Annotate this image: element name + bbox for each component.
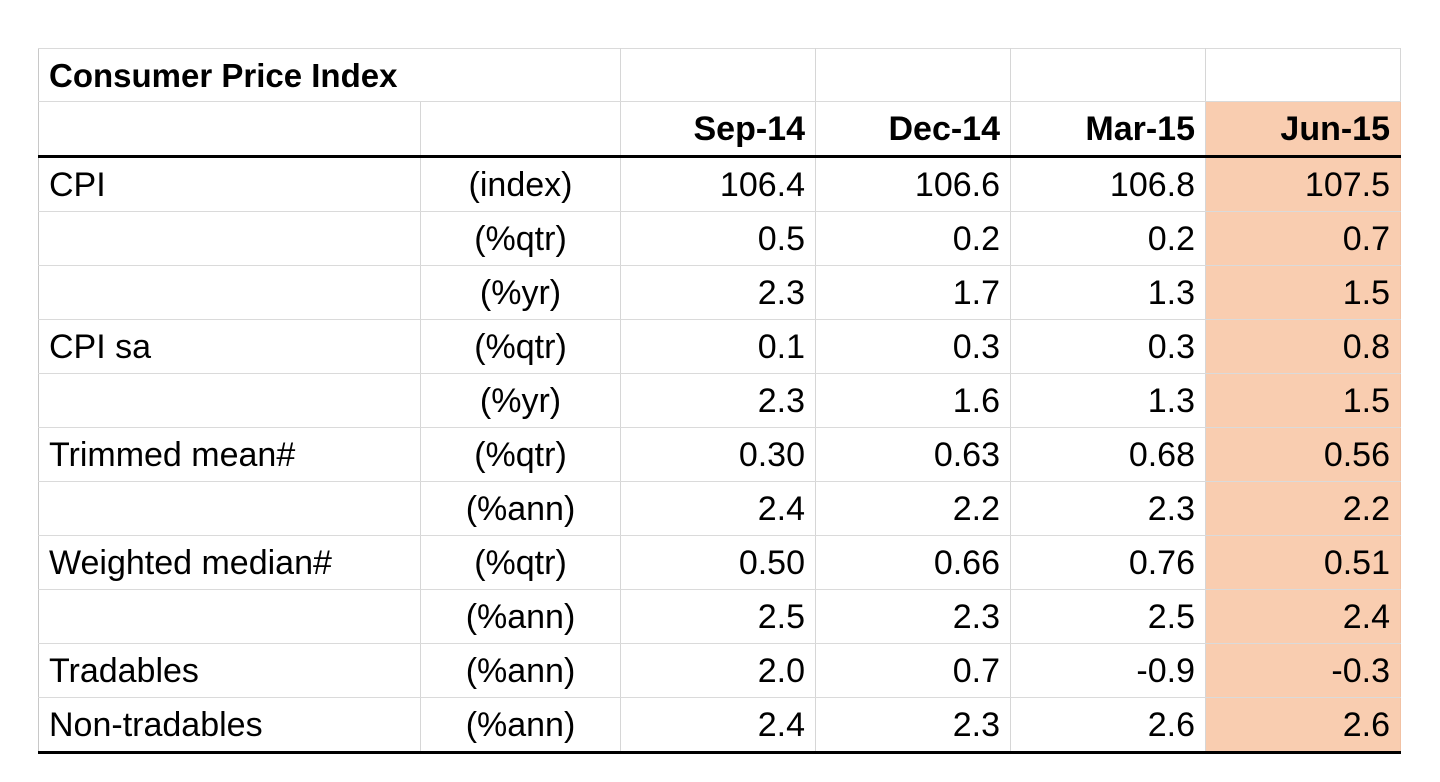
value-cell: 2.5	[1010, 589, 1206, 644]
value-cell: 0.1	[620, 319, 816, 374]
table-row: (%ann) 2.5 2.3 2.5 2.4	[38, 589, 1401, 644]
value-cell: 106.6	[815, 156, 1011, 212]
value-cell: 1.3	[1010, 265, 1206, 320]
row-unit: (%yr)	[420, 265, 621, 320]
value-cell: 0.66	[815, 535, 1011, 590]
row-label: CPI	[38, 156, 421, 212]
row-label	[38, 265, 421, 320]
value-cell: 0.5	[620, 211, 816, 266]
title-row: Consumer Price Index	[38, 48, 1401, 102]
value-cell: 0.50	[620, 535, 816, 590]
empty-cell	[1010, 48, 1206, 102]
table-row: Non-tradables (%ann) 2.4 2.3 2.6 2.6	[38, 697, 1401, 754]
value-cell: 0.30	[620, 427, 816, 482]
row-label: Tradables	[38, 643, 421, 698]
row-unit: (%qtr)	[420, 211, 621, 266]
row-unit: (%yr)	[420, 373, 621, 428]
value-cell: 0.56	[1205, 427, 1401, 482]
table-row: Weighted median# (%qtr) 0.50 0.66 0.76 0.51	[38, 535, 1401, 590]
cpi-table: Consumer Price Index Sep-14 Dec-14 Mar-1…	[38, 48, 1401, 754]
value-cell: 2.6	[1010, 697, 1206, 754]
row-unit: (%ann)	[420, 481, 621, 536]
empty-cell	[1205, 48, 1401, 102]
value-cell: 2.2	[1205, 481, 1401, 536]
value-cell: 0.63	[815, 427, 1011, 482]
column-header-mar-15: Mar-15	[1010, 101, 1206, 158]
row-label	[38, 481, 421, 536]
value-cell: 107.5	[1205, 156, 1401, 212]
value-cell: 1.5	[1205, 373, 1401, 428]
table-row: CPI sa (%qtr) 0.1 0.3 0.3 0.8	[38, 319, 1401, 374]
row-unit: (%ann)	[420, 589, 621, 644]
row-unit: (%qtr)	[420, 319, 621, 374]
row-label: CPI sa	[38, 319, 421, 374]
value-cell: 1.7	[815, 265, 1011, 320]
value-cell: 0.3	[815, 319, 1011, 374]
row-label	[38, 211, 421, 266]
table-row: Tradables (%ann) 2.0 0.7 -0.9 -0.3	[38, 643, 1401, 698]
table-row: (%yr) 2.3 1.6 1.3 1.5	[38, 373, 1401, 428]
column-header-row: Sep-14 Dec-14 Mar-15 Jun-15	[38, 101, 1401, 158]
empty-cell	[620, 48, 816, 102]
empty-cell	[38, 101, 421, 158]
value-cell: 2.2	[815, 481, 1011, 536]
value-cell: 0.2	[1010, 211, 1206, 266]
value-cell: 2.3	[1010, 481, 1206, 536]
empty-cell	[420, 101, 621, 158]
value-cell: 0.3	[1010, 319, 1206, 374]
value-cell: 2.3	[620, 265, 816, 320]
value-cell: 2.4	[620, 481, 816, 536]
value-cell: 2.4	[1205, 589, 1401, 644]
value-cell: 0.7	[1205, 211, 1401, 266]
table-title: Consumer Price Index	[38, 48, 421, 102]
table-row: (%ann) 2.4 2.2 2.3 2.2	[38, 481, 1401, 536]
table-row: (%qtr) 0.5 0.2 0.2 0.7	[38, 211, 1401, 266]
value-cell: 0.68	[1010, 427, 1206, 482]
row-unit: (%qtr)	[420, 535, 621, 590]
value-cell: 1.6	[815, 373, 1011, 428]
row-label	[38, 589, 421, 644]
row-unit: (%ann)	[420, 697, 621, 754]
value-cell: 0.51	[1205, 535, 1401, 590]
row-label	[38, 373, 421, 428]
value-cell: 2.6	[1205, 697, 1401, 754]
value-cell: 106.8	[1010, 156, 1206, 212]
value-cell: 1.3	[1010, 373, 1206, 428]
row-label: Non-tradables	[38, 697, 421, 754]
value-cell: 0.76	[1010, 535, 1206, 590]
value-cell: 2.0	[620, 643, 816, 698]
empty-cell	[815, 48, 1011, 102]
column-header-dec-14: Dec-14	[815, 101, 1011, 158]
table-row: (%yr) 2.3 1.7 1.3 1.5	[38, 265, 1401, 320]
row-unit: (index)	[420, 156, 621, 212]
value-cell: 2.3	[620, 373, 816, 428]
value-cell: 1.5	[1205, 265, 1401, 320]
column-header-jun-15: Jun-15	[1205, 101, 1401, 158]
value-cell: 2.3	[815, 589, 1011, 644]
row-unit: (%ann)	[420, 643, 621, 698]
row-label: Weighted median#	[38, 535, 421, 590]
value-cell: 2.4	[620, 697, 816, 754]
value-cell: 2.3	[815, 697, 1011, 754]
empty-cell	[420, 48, 621, 102]
value-cell: 2.5	[620, 589, 816, 644]
table-row: Trimmed mean# (%qtr) 0.30 0.63 0.68 0.56	[38, 427, 1401, 482]
value-cell: 0.8	[1205, 319, 1401, 374]
table-row: CPI (index) 106.4 106.6 106.8 107.5	[38, 156, 1401, 212]
column-header-sep-14: Sep-14	[620, 101, 816, 158]
value-cell: 106.4	[620, 156, 816, 212]
row-unit: (%qtr)	[420, 427, 621, 482]
row-label: Trimmed mean#	[38, 427, 421, 482]
value-cell: -0.9	[1010, 643, 1206, 698]
value-cell: -0.3	[1205, 643, 1401, 698]
value-cell: 0.2	[815, 211, 1011, 266]
value-cell: 0.7	[815, 643, 1011, 698]
